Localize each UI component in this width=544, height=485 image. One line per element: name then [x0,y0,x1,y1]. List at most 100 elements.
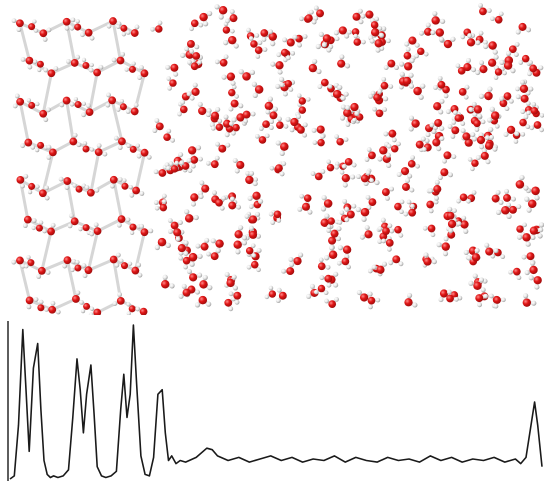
water-molecule [386,141,401,153]
water-molecule [460,28,476,40]
water-molecule [508,267,522,281]
water-molecule [187,59,202,71]
water-molecule [365,194,377,210]
water-molecule [431,10,446,25]
water-molecule [190,193,204,207]
water-molecule [353,33,366,46]
water-molecule [248,36,263,48]
water-molecule [326,36,340,50]
ice-molecule [116,215,131,228]
water-molecule [377,223,393,235]
water-molecule [225,9,238,24]
water-molecule [233,240,248,255]
ice-molecule [31,220,44,232]
water-molecule [184,39,200,52]
density-profile-line [9,324,543,480]
water-molecule [336,257,351,270]
water-molecule [487,106,500,123]
water-molecule [503,188,516,202]
ice-molecule [119,258,133,270]
water-molecule [264,96,278,112]
water-molecule [210,118,224,131]
ice-molecule [12,93,25,109]
water-molecule [522,293,537,307]
ice-molecule [88,308,102,315]
water-molecule [451,110,463,125]
water-molecule [466,33,481,47]
water-molecule [295,34,308,48]
water-molecule [150,20,163,33]
ice-molecule [43,66,59,78]
ice-molecule [37,299,49,312]
water-molecule [372,106,388,118]
ice-molecule [39,107,51,123]
water-molecule [436,242,450,257]
ice-molecule [136,148,152,160]
water-molecule [356,289,373,302]
ice-molecule [80,28,95,41]
ice-molecule [124,61,137,73]
water-molecule [313,5,325,21]
water-molecule [473,119,486,132]
water-molecule [402,178,415,193]
water-molecule [475,151,491,165]
water-molecule [516,233,531,247]
ice-molecule [139,223,154,237]
water-molecule [359,225,373,240]
water-molecule [232,158,245,174]
water-molecule [456,193,471,204]
water-molecule [313,284,329,296]
water-molecule [205,155,220,169]
ice-molecule [20,56,34,70]
ice-molecule [25,296,39,310]
water-molecule [258,120,274,131]
water-molecule [529,121,544,133]
ice-molecule [109,175,123,189]
water-molecule [245,170,258,187]
water-molecule [341,173,356,188]
ice-molecule [94,143,108,157]
water-molecule [515,22,532,35]
water-molecule [380,76,394,90]
water-molecule [184,209,199,223]
water-molecule [404,292,418,308]
ice-molecule [125,102,139,116]
water-molecule [275,140,289,157]
water-molecule [247,191,264,204]
ice-molecule [32,59,44,73]
water-molecule [337,210,349,225]
ice-molecule [105,92,117,108]
water-molecule [282,34,298,47]
water-molecule [324,297,339,308]
water-molecule [199,10,213,27]
water-molecule [478,3,492,16]
water-molecule [215,141,231,153]
water-molecule [367,296,381,310]
ice-molecule [69,132,82,148]
water-molecule [317,257,331,271]
water-molecule [426,199,439,214]
water-molecule [246,260,261,273]
water-molecule [458,84,470,100]
ice-molecule [88,64,104,77]
water-molecule [154,199,168,212]
water-molecule [210,238,224,254]
ice-molecule [126,302,136,315]
water-molecule [205,107,221,120]
water-molecule [447,219,462,234]
ice-molecule [11,256,26,269]
water-molecule [466,247,481,262]
water-molecule [189,19,204,32]
water-molecule [352,8,364,25]
water-molecule [224,296,236,312]
water-molecule [506,202,522,214]
water-molecule [403,203,417,217]
water-molecule [228,291,242,305]
water-molecule [197,101,212,116]
water-molecule [154,237,171,251]
water-molecule [199,274,213,291]
ice-molecule [46,144,57,160]
ice-molecule [137,65,149,81]
ice-molecule [82,141,95,153]
water-molecule [254,133,270,144]
